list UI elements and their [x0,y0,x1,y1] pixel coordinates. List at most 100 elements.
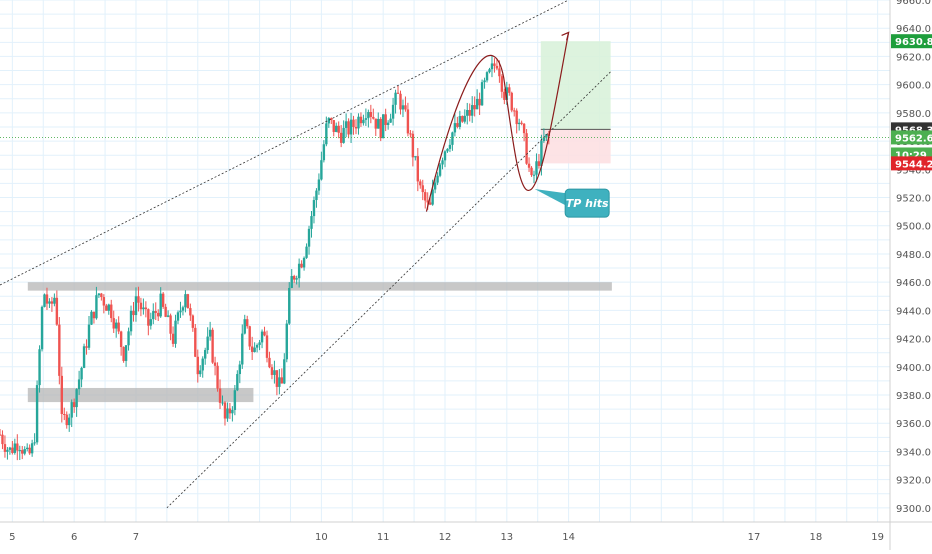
candle-body [65,414,68,426]
long-position-tool[interactable] [540,41,611,164]
candle-body [339,132,343,143]
candle-body [396,92,400,94]
y-tick-label: 9400.0 [896,363,931,374]
support-zone [27,387,254,403]
candle-body [110,304,113,319]
trend-lines[interactable] [0,0,890,509]
candle-body [0,434,2,436]
candle-body [362,119,365,124]
candle-body [337,125,340,133]
candle-body [102,297,106,306]
candle-body [493,63,496,66]
y-tick-label: 9340.0 [896,447,931,458]
candle-body [527,163,531,168]
candle-body [517,122,521,125]
candle-body [490,63,494,70]
stop-loss-zone[interactable] [540,129,611,164]
candle-body [463,115,466,122]
candle-body [470,105,474,116]
candle-body [327,118,331,124]
candle-body [483,80,486,83]
candle-body [426,200,429,203]
candle-body [28,447,31,454]
projection-curve[interactable] [425,32,570,212]
y-tick-label: 9620.0 [896,52,931,63]
candle-body [307,228,311,247]
candle-body [480,82,484,106]
candle-body [443,151,447,161]
x-tick-label: 6 [71,532,77,543]
candle-body [127,331,130,346]
candle-body [332,120,335,132]
x-tick-label: 17 [748,532,761,543]
candle-body [431,189,434,205]
candle-body [273,370,276,375]
callout-box[interactable] [564,188,610,218]
candle-body [16,443,19,451]
candle-body [161,293,165,307]
candle-body [280,377,284,384]
candle-body [508,87,511,93]
drawings[interactable]: TP hits [425,31,610,218]
candle-body [532,174,536,176]
candle-body [330,118,333,121]
candle-body [448,144,452,149]
callout-text: TP hits [566,197,609,210]
candle-body [228,408,232,414]
candle-body [488,69,491,73]
candle-body [154,311,157,313]
candle-body [522,123,526,134]
candle-body [250,346,254,352]
candle-body [18,450,21,452]
support-zone [27,282,612,291]
candle-body [466,109,469,116]
candle-body [48,301,51,304]
candle-body [139,302,143,310]
candle-body [164,306,167,317]
candle-body [391,104,395,119]
candle-body [85,346,88,348]
candle-body [186,294,190,309]
x-tick-label: 14 [562,532,575,543]
candle-body [525,133,528,164]
candle-body [144,307,148,310]
candle-body [87,324,91,348]
candle-body [451,132,454,145]
candle-body [68,417,71,426]
candle-body [218,388,222,403]
candle-body [310,216,313,229]
candle-body [453,123,457,133]
candle-body [216,365,219,389]
candle-body [114,322,118,329]
candle-body [441,160,444,165]
candle-body [43,294,46,307]
candle-body [335,125,338,132]
candle-body [446,148,449,152]
candle-body [189,308,192,316]
candle-body [246,319,249,327]
candle-body [258,342,261,345]
candle-body [367,111,370,119]
candle-body [537,161,541,166]
x-tick-label: 19 [871,532,884,543]
candle-body [152,311,155,320]
candle-body [241,333,244,365]
candle-body [107,304,110,311]
candle-body [184,294,187,308]
candle-body [72,402,76,408]
candle-body [461,116,464,122]
candle-body [381,114,385,139]
candle-body [221,402,224,404]
profit-zone[interactable] [540,41,611,130]
candle-body [495,65,499,69]
arrow-head-icon [561,31,570,41]
candle-body [268,357,271,368]
candle-body [223,402,227,419]
price-label-bg [891,34,932,49]
y-tick-label: 9320.0 [896,476,931,487]
candle-body [500,76,504,92]
candle-body [53,297,56,304]
candle-body [50,301,54,304]
